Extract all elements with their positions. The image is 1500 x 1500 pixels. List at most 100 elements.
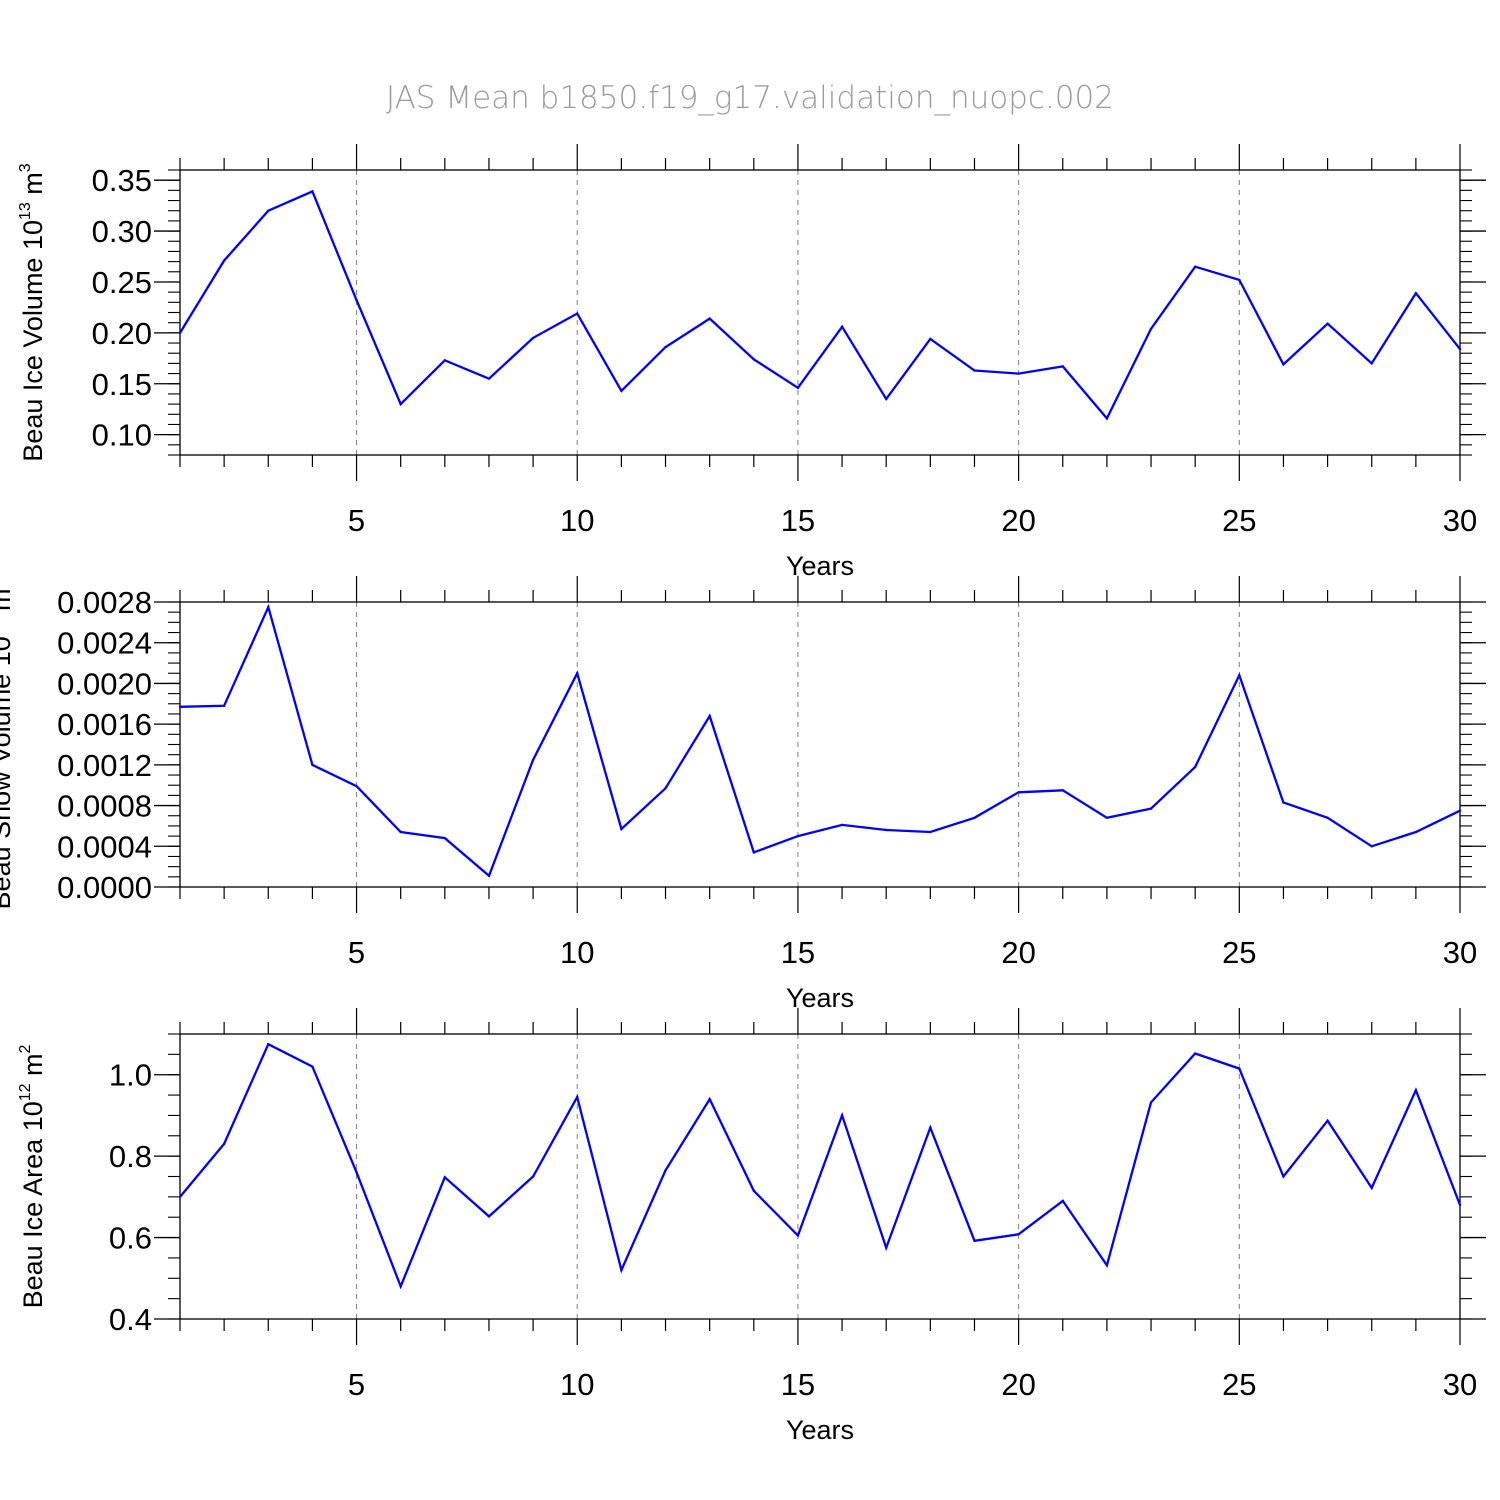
data-point	[664, 345, 667, 349]
data-point	[885, 1246, 888, 1249]
data-point	[1282, 363, 1285, 366]
y-axis-label: Beau Snow Volume 1013 m3	[0, 579, 16, 909]
y-tick-label: 0.0024	[57, 626, 152, 661]
data-point	[620, 389, 623, 393]
y-tick-label: 0.0000	[57, 870, 152, 905]
x-tick-label: 10	[560, 1367, 594, 1402]
y-tick-label: 0.6	[109, 1221, 152, 1256]
data-point	[1105, 417, 1109, 420]
x-tick-label: 30	[1443, 1367, 1477, 1402]
data-point	[222, 1142, 226, 1146]
data-point	[311, 1065, 314, 1068]
x-axis-label: Years	[786, 1415, 854, 1445]
y-tick-label: 0.25	[92, 265, 152, 300]
y-axis-label-unit-exponent: 3	[17, 163, 34, 172]
x-axis-label: Years	[786, 983, 854, 1013]
data-point	[752, 358, 755, 361]
x-tick-label: 20	[1001, 935, 1035, 970]
data-point	[1061, 1199, 1064, 1203]
data-point	[355, 1171, 358, 1174]
y-tick-label: 0.30	[92, 214, 152, 249]
x-tick-label: 15	[781, 1367, 815, 1402]
data-point	[576, 672, 579, 675]
data-point	[531, 758, 535, 761]
data-point	[1414, 291, 1418, 295]
data-point	[178, 331, 182, 335]
y-axis-label-unit-exponent: 3	[0, 579, 2, 588]
data-point	[222, 259, 226, 262]
data-point	[1458, 347, 1462, 351]
data-point	[399, 1285, 402, 1288]
data-point	[178, 1195, 182, 1199]
data-point	[1282, 1175, 1285, 1178]
data-point	[1061, 789, 1064, 792]
data-point	[885, 397, 888, 401]
data-point	[576, 312, 579, 315]
data-point	[355, 299, 358, 302]
y-tick-label: 0.10	[92, 418, 152, 453]
data-point	[752, 851, 755, 854]
data-point	[796, 1234, 800, 1237]
x-tick-label: 20	[1001, 1367, 1035, 1402]
panel-2: 5 10 15 20 25 30 Years 0.0000 0.0004 0.0008 0.0012…	[0, 576, 1486, 1013]
x-tick-label: 20	[1001, 503, 1035, 538]
data-point	[752, 1189, 755, 1192]
y-tick-label: 0.0008	[57, 789, 152, 824]
data-point	[487, 1215, 491, 1218]
x-tick-label: 5	[348, 503, 365, 538]
data-point	[1105, 816, 1109, 819]
data-point	[885, 828, 888, 832]
data-point	[487, 874, 491, 878]
data-point	[708, 714, 711, 718]
data-point	[267, 1042, 270, 1046]
data-point	[267, 605, 270, 609]
y-axis-label-exponent: 13	[0, 618, 2, 636]
data-point	[443, 359, 447, 362]
data-point	[1326, 322, 1329, 325]
data-point	[929, 1126, 932, 1129]
y-tick-label: 1.0	[109, 1058, 152, 1093]
x-tick-label: 10	[560, 935, 594, 970]
data-point	[1017, 1233, 1020, 1236]
data-point	[796, 834, 800, 838]
y-tick-label: 0.4	[109, 1302, 152, 1337]
data-point	[1370, 1186, 1373, 1190]
x-tick-label: 5	[348, 935, 365, 970]
y-axis-label-unit-exponent: 2	[17, 1044, 34, 1053]
panel-1: 5 10 15 20 25 30 Years 0.10 0.15 0.20 0.25 0.30 0.35…	[17, 144, 1486, 581]
data-point	[620, 1268, 623, 1272]
data-point	[1149, 327, 1153, 330]
data-point	[443, 836, 447, 840]
x-tick-label: 25	[1222, 503, 1256, 538]
data-point	[1238, 278, 1241, 282]
data-point	[311, 190, 314, 193]
data-point	[222, 704, 226, 708]
data-point	[1017, 791, 1020, 794]
data-point	[311, 763, 314, 767]
data-point	[1458, 809, 1462, 812]
x-tick-label: 15	[781, 503, 815, 538]
data-point	[973, 369, 976, 372]
data-point	[929, 830, 932, 834]
data-point	[620, 827, 623, 831]
panel-3: 5 10 15 20 25 30 Years 0.4 0.6 0.8 1.0 Beau Ice Are…	[17, 1008, 1486, 1445]
data-point	[1061, 365, 1064, 368]
data-point	[929, 337, 932, 341]
data-point	[1282, 801, 1285, 804]
data-point	[1193, 765, 1197, 769]
y-tick-label: 0.0012	[57, 748, 152, 783]
data-point	[664, 1169, 667, 1172]
data-point	[1326, 816, 1329, 819]
x-tick-label: 25	[1222, 935, 1256, 970]
data-point	[531, 336, 535, 340]
y-axis-label-text: Beau Ice Volume 10	[18, 220, 48, 462]
y-axis-label-unit: m	[0, 588, 16, 618]
y-tick-label: 0.20	[92, 316, 152, 351]
data-point	[1105, 1264, 1109, 1267]
data-point	[1458, 1203, 1462, 1207]
data-point	[840, 1114, 844, 1117]
data-point	[1238, 674, 1241, 677]
y-axis-label-text: Beau Snow Volume 10	[0, 636, 16, 909]
data-point	[1414, 1088, 1418, 1092]
y-tick-label: 0.0020	[57, 666, 152, 701]
